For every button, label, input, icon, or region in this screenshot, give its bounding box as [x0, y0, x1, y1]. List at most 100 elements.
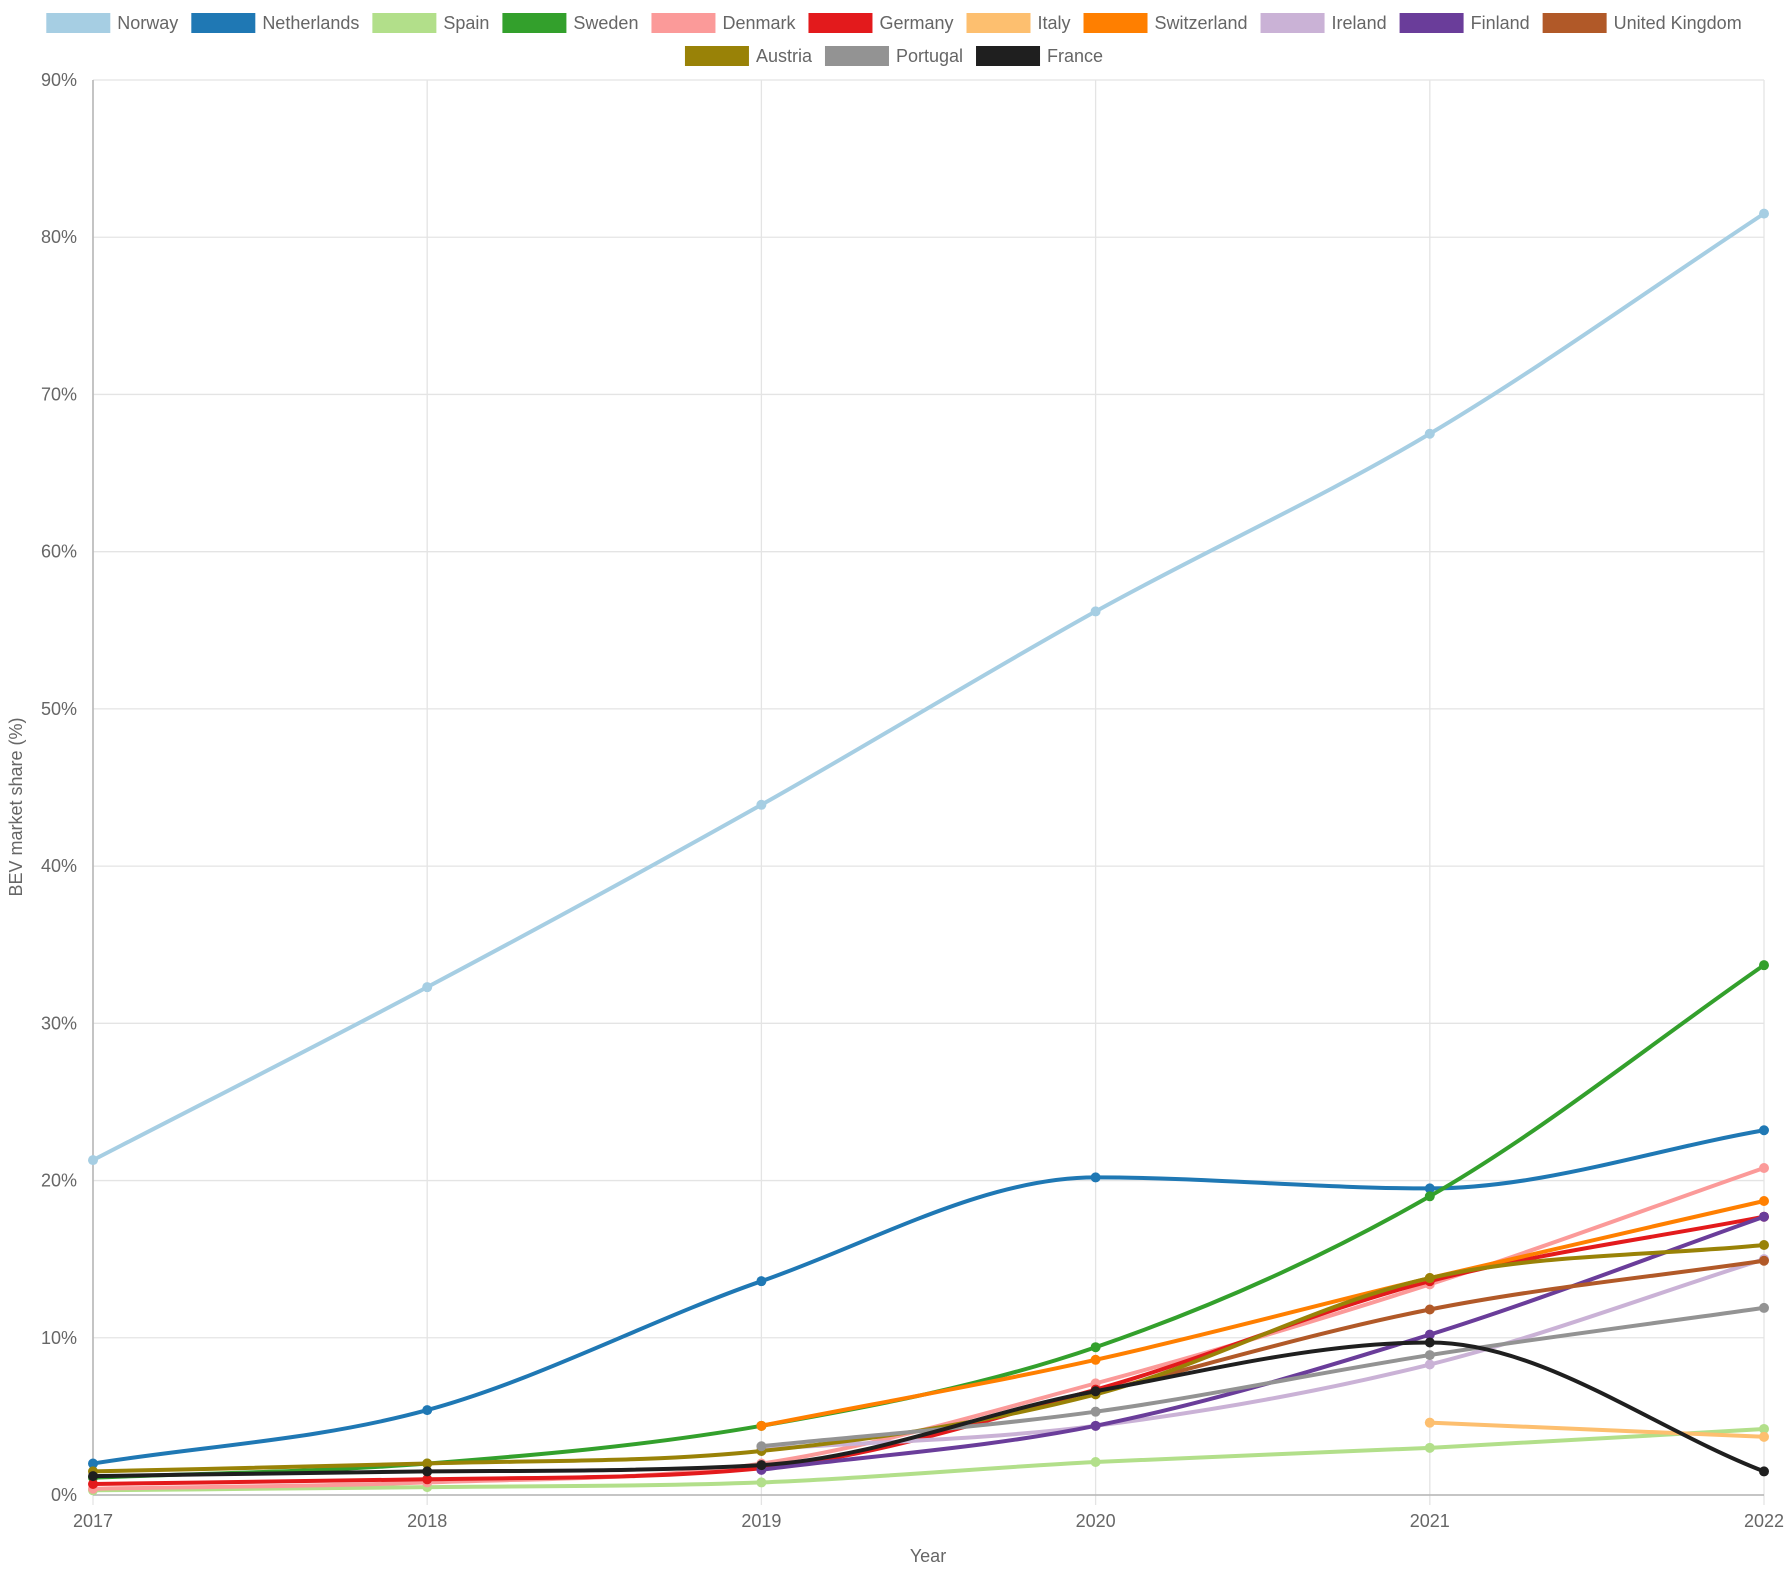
y-tick-label: 10%	[41, 1328, 77, 1348]
data-point[interactable]	[1424, 1442, 1435, 1453]
legend-swatch	[651, 13, 716, 33]
series-switzerland	[756, 1195, 1769, 1431]
data-point[interactable]	[422, 1405, 433, 1416]
data-point[interactable]	[756, 1420, 767, 1431]
data-point[interactable]	[422, 1474, 433, 1485]
data-point[interactable]	[1090, 1342, 1101, 1353]
series-line-france	[91, 1340, 1766, 1479]
data-point[interactable]	[88, 1471, 98, 1482]
legend-label: Denmark	[722, 13, 796, 33]
data-point[interactable]	[88, 1155, 98, 1166]
legend-item-austria[interactable]: Austria	[684, 46, 813, 66]
data-point[interactable]	[1424, 1329, 1435, 1340]
data-point[interactable]	[1424, 1183, 1435, 1194]
data-point[interactable]	[1090, 1386, 1101, 1397]
legend-item-finland[interactable]: Finland	[1399, 13, 1530, 33]
legend-item-sweden[interactable]: Sweden	[502, 13, 638, 33]
legend-swatch	[976, 46, 1041, 66]
series-line-ireland	[759, 1257, 1766, 1452]
series-layer	[88, 208, 1769, 1496]
data-point[interactable]	[1090, 606, 1101, 617]
legend-label: Italy	[1037, 13, 1070, 33]
legend-swatch	[684, 46, 749, 66]
data-point[interactable]	[1759, 1302, 1769, 1313]
x-tick-label: 2017	[73, 1511, 113, 1531]
series-line-sweden	[91, 963, 1766, 1480]
data-point[interactable]	[1424, 428, 1435, 439]
data-point[interactable]	[756, 1276, 767, 1287]
data-point[interactable]	[1424, 1350, 1435, 1361]
legend-label: Ireland	[1332, 13, 1387, 33]
data-point[interactable]	[1759, 1466, 1769, 1477]
data-point[interactable]	[1424, 1273, 1435, 1284]
series-united-kingdom	[1090, 1255, 1769, 1398]
y-tick-label: 40%	[41, 856, 77, 876]
data-point[interactable]	[1090, 1456, 1101, 1467]
data-point[interactable]	[756, 1460, 767, 1471]
x-tick-label: 2020	[1076, 1511, 1116, 1531]
y-tick-label: 90%	[41, 70, 77, 90]
data-point[interactable]	[756, 799, 767, 810]
legend-label: Norway	[117, 13, 178, 33]
series-line-spain	[91, 1426, 1766, 1493]
data-point[interactable]	[756, 1441, 767, 1452]
y-tick-label: 20%	[41, 1171, 77, 1191]
data-point[interactable]	[1424, 1359, 1435, 1370]
x-tick-label: 2019	[741, 1511, 781, 1531]
y-tick-label: 30%	[41, 1013, 77, 1033]
data-point[interactable]	[1759, 1125, 1769, 1136]
legend-item-spain[interactable]: Spain	[372, 13, 489, 33]
data-point[interactable]	[1090, 1406, 1101, 1417]
data-point[interactable]	[1424, 1191, 1435, 1202]
legend-item-france[interactable]: France	[976, 46, 1103, 66]
data-point[interactable]	[1090, 1354, 1101, 1365]
legend-item-denmark[interactable]: Denmark	[651, 13, 796, 33]
legend-label: Spain	[443, 13, 489, 33]
data-point[interactable]	[422, 1458, 433, 1469]
series-portugal	[756, 1302, 1769, 1452]
data-point[interactable]	[1090, 1420, 1101, 1431]
data-point[interactable]	[1759, 1162, 1769, 1173]
legend-item-united-kingdom[interactable]: United Kingdom	[1542, 13, 1742, 33]
data-point[interactable]	[1090, 1172, 1101, 1183]
legend-item-germany[interactable]: Germany	[808, 13, 954, 33]
data-point[interactable]	[88, 1478, 98, 1489]
legend-label: United Kingdom	[1614, 13, 1742, 33]
x-tick-label: 2021	[1410, 1511, 1450, 1531]
data-point[interactable]	[1759, 208, 1769, 219]
series-line-netherlands	[91, 1128, 1766, 1466]
data-point[interactable]	[1759, 960, 1769, 971]
data-point[interactable]	[1759, 1255, 1769, 1266]
legend-label: Netherlands	[262, 13, 359, 33]
legend-swatch	[966, 13, 1031, 33]
data-point[interactable]	[1759, 1240, 1769, 1251]
legend-label: Germany	[879, 13, 953, 33]
series-sweden	[88, 960, 1769, 1483]
data-point[interactable]	[1424, 1337, 1435, 1348]
series-ireland	[756, 1254, 1769, 1455]
data-point[interactable]	[1759, 1423, 1769, 1434]
x-tick-label: 2022	[1744, 1511, 1784, 1531]
legend-label: Switzerland	[1155, 13, 1248, 33]
series-italy	[1424, 1417, 1769, 1442]
data-point[interactable]	[1424, 1417, 1435, 1428]
legend-swatch	[1399, 13, 1464, 33]
data-point[interactable]	[1759, 1211, 1769, 1222]
legend-item-netherlands[interactable]: Netherlands	[191, 13, 359, 33]
legend-item-ireland[interactable]: Ireland	[1260, 13, 1387, 33]
data-point[interactable]	[1759, 1195, 1769, 1206]
legend-item-switzerland[interactable]: Switzerland	[1083, 13, 1248, 33]
data-point[interactable]	[422, 982, 433, 993]
legend-item-italy[interactable]: Italy	[966, 13, 1071, 33]
legend-item-norway[interactable]: Norway	[46, 13, 178, 33]
legend-swatch	[808, 13, 873, 33]
data-point[interactable]	[1759, 1431, 1769, 1442]
data-point[interactable]	[756, 1477, 767, 1488]
series-line-italy	[1427, 1420, 1766, 1439]
legend-item-portugal[interactable]: Portugal	[824, 46, 963, 66]
data-point[interactable]	[422, 1466, 433, 1477]
data-point[interactable]	[1424, 1304, 1435, 1315]
data-point[interactable]	[88, 1458, 98, 1469]
legend-label: Sweden	[573, 13, 638, 33]
